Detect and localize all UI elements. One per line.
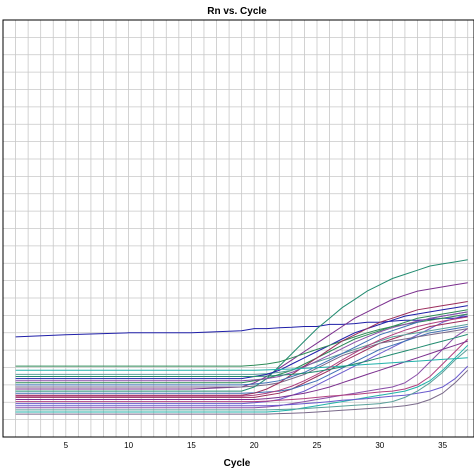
x-tick-label: 10 — [124, 441, 133, 450]
series-line — [15, 328, 468, 388]
x-tick-label: 5 — [64, 441, 69, 450]
series-line — [15, 311, 468, 386]
x-tick-label: 30 — [375, 441, 384, 450]
series-line — [15, 344, 469, 413]
series-layer — [15, 259, 469, 415]
series-line — [15, 326, 468, 394]
series-line — [15, 340, 468, 400]
series-line — [15, 323, 468, 375]
series-line — [15, 316, 468, 397]
chart-title: Rn vs. Cycle — [207, 6, 267, 17]
series-line — [15, 365, 469, 407]
x-tick-label: 15 — [187, 441, 196, 450]
x-tick-labels: 5 10 15 20 25 30 35 — [64, 441, 448, 450]
series-line — [15, 319, 468, 398]
series-line — [15, 328, 468, 409]
series-line — [15, 313, 468, 405]
series-line — [15, 333, 468, 377]
series-line — [15, 311, 468, 382]
x-tick-label: 25 — [313, 441, 322, 450]
series-line — [15, 259, 468, 392]
series-line — [15, 309, 468, 384]
x-tick-label: 20 — [250, 441, 259, 450]
series-line — [15, 282, 468, 390]
x-axis-label: Cycle — [223, 458, 251, 469]
series-line — [15, 369, 469, 415]
series-line — [15, 338, 469, 403]
plot-frame — [2, 19, 474, 438]
series-line — [15, 301, 468, 396]
series-line — [15, 313, 468, 367]
x-tick-label: 35 — [438, 441, 447, 450]
series-line — [15, 349, 469, 411]
